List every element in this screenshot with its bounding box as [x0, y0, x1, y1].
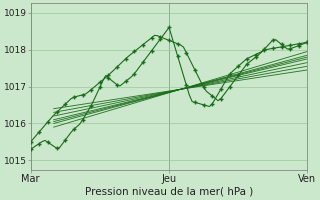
X-axis label: Pression niveau de la mer( hPa ): Pression niveau de la mer( hPa ): [85, 187, 253, 197]
